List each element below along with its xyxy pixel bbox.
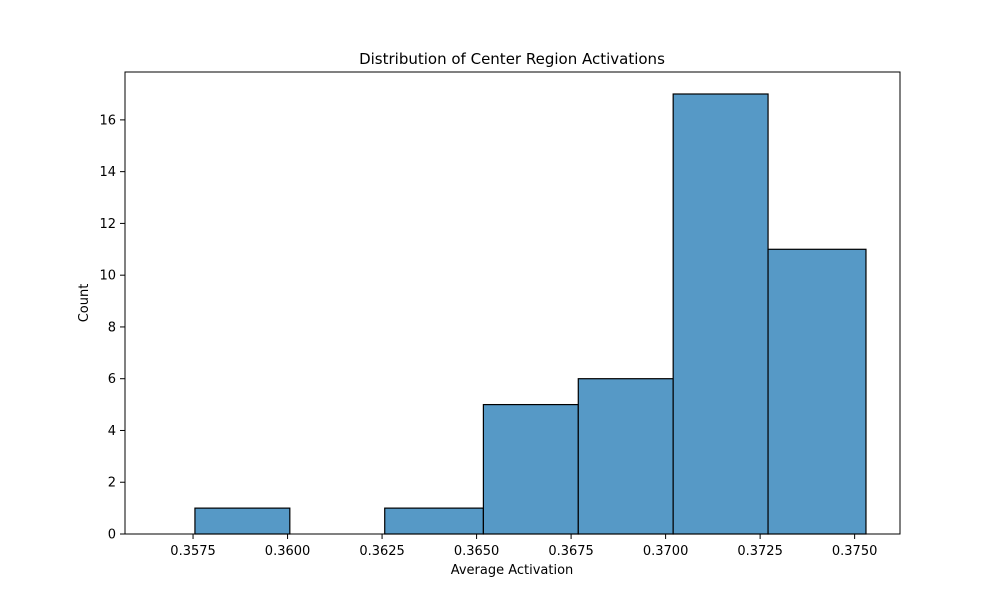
histogram-bar-2: [384, 507, 484, 535]
y-tick-label-0: 0: [108, 528, 116, 543]
histogram-bar-0: [194, 507, 291, 535]
y-axis-label: Count: [77, 284, 92, 323]
y-tick-label-4: 8: [108, 320, 116, 335]
y-axis: 0 2 4 6 8 10 12 14 16: [99, 113, 125, 543]
x-tick-label-1: 0.3600: [265, 544, 311, 559]
y-tick-label-7: 14: [99, 165, 116, 180]
bars-group: [194, 93, 867, 535]
plot-frame: [124, 71, 901, 535]
y-tick-label-1: 2: [108, 476, 116, 491]
chart-title: Distribution of Center Region Activation…: [359, 50, 665, 68]
histogram-bar-5: [672, 93, 769, 535]
y-tick-label-3: 6: [108, 372, 116, 387]
x-tick-label-7: 0.3750: [832, 544, 878, 559]
y-tick-label-8: 16: [99, 113, 116, 128]
x-axis: 0.3575 0.3600 0.3625 0.3650 0.3675 0.3700 0.37…: [170, 534, 877, 559]
x-tick-label-0: 0.3575: [170, 544, 216, 559]
x-tick-label-3: 0.3650: [454, 544, 500, 559]
histogram-bar-3: [482, 403, 579, 535]
histogram-bar-4: [577, 378, 674, 535]
y-tick-label-5: 10: [99, 269, 116, 284]
x-tick-label-5: 0.3700: [643, 544, 689, 559]
y-tick-label-6: 12: [99, 217, 116, 232]
x-tick-label-2: 0.3625: [359, 544, 405, 559]
x-tick-label-4: 0.3675: [548, 544, 594, 559]
x-axis-label: Average Activation: [451, 563, 574, 578]
histogram-bar-6: [767, 248, 867, 535]
y-tick-label-2: 4: [108, 424, 116, 439]
x-tick-label-6: 0.3725: [737, 544, 783, 559]
